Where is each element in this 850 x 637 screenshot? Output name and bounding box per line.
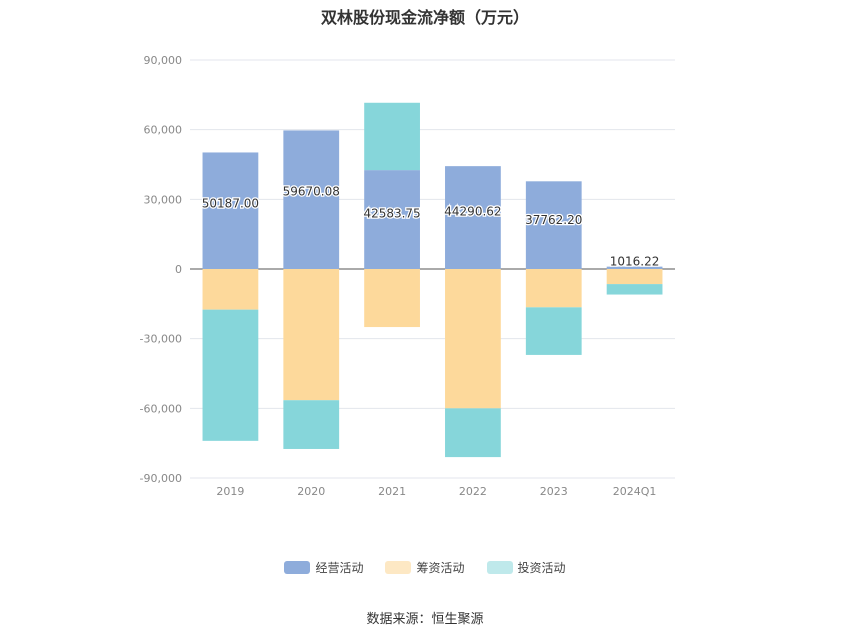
data-label: 37762.20 <box>525 213 582 227</box>
bar-投资活动-2020 <box>283 400 340 449</box>
bar-经营活动-2020 <box>283 130 340 269</box>
legend-swatch-financing <box>385 561 412 574</box>
data-label: 44290.62 <box>444 204 501 218</box>
data-label: 59670.08 <box>283 184 340 198</box>
bar-chart: 90,000 60,000 30,000 0 -30,000 -60,000 -90,000… <box>140 54 675 498</box>
legend-label-operating: 经营活动 <box>315 561 364 575</box>
bar-筹资活动-2019 <box>202 269 259 310</box>
bar-筹资活动-2024Q1 <box>606 269 663 285</box>
y-tick-label: 30,000 <box>144 193 183 206</box>
bar-投资活动-2019 <box>202 309 259 441</box>
y-tick-label: 0 <box>175 263 182 276</box>
legend-item-financing[interactable]: 筹资活动 <box>385 559 465 576</box>
data-label: 1016.22 <box>610 255 660 269</box>
chart-title: 双林股份现金流净额（万元） <box>320 8 529 27</box>
data-label: 50187.00 <box>202 197 259 211</box>
y-tick-label: 60,000 <box>144 124 183 137</box>
bar-经营活动-2022 <box>445 166 501 269</box>
y-tick-label: -30,000 <box>140 333 182 346</box>
x-tick-label: 2019 <box>216 485 244 498</box>
bar-经营活动-2024Q1 <box>606 266 663 269</box>
data-source: 数据来源：恒生聚源 <box>366 612 484 627</box>
bar-经营活动-2021 <box>364 170 420 269</box>
bar-筹资活动-2021 <box>364 269 420 328</box>
bar-投资活动-2022 <box>445 408 501 458</box>
data-label: 42583.75 <box>363 207 420 221</box>
legend-label-investing: 投资活动 <box>517 561 566 575</box>
x-tick-label: 2024Q1 <box>613 485 657 498</box>
x-tick-label: 2023 <box>540 485 568 498</box>
y-tick-label: 90,000 <box>144 54 183 67</box>
legend-label-financing: 筹资活动 <box>416 561 465 575</box>
bar-经营活动-2019 <box>202 152 259 269</box>
y-tick-label: -90,000 <box>140 472 182 485</box>
x-tick-label: 2021 <box>378 485 406 498</box>
legend-swatch-investing <box>486 561 513 574</box>
bar-投资活动-2023 <box>525 307 582 355</box>
bar-筹资活动-2023 <box>525 269 582 308</box>
bar-经营活动-2023 <box>525 181 582 269</box>
bar-筹资活动-2020 <box>283 269 340 401</box>
y-tick-label: -60,000 <box>140 402 182 415</box>
bar-筹资活动-2022 <box>445 269 501 409</box>
bar-投资活动-2021 <box>364 102 420 171</box>
legend-swatch-operating <box>284 561 311 574</box>
bar-投资活动-2024Q1 <box>606 284 663 295</box>
x-tick-label: 2022 <box>459 485 487 498</box>
legend-item-investing[interactable]: 投资活动 <box>486 559 566 576</box>
x-tick-label: 2020 <box>297 485 325 498</box>
legend: 经营活动 筹资活动 投资活动 <box>0 559 850 576</box>
legend-item-operating[interactable]: 经营活动 <box>284 559 363 576</box>
